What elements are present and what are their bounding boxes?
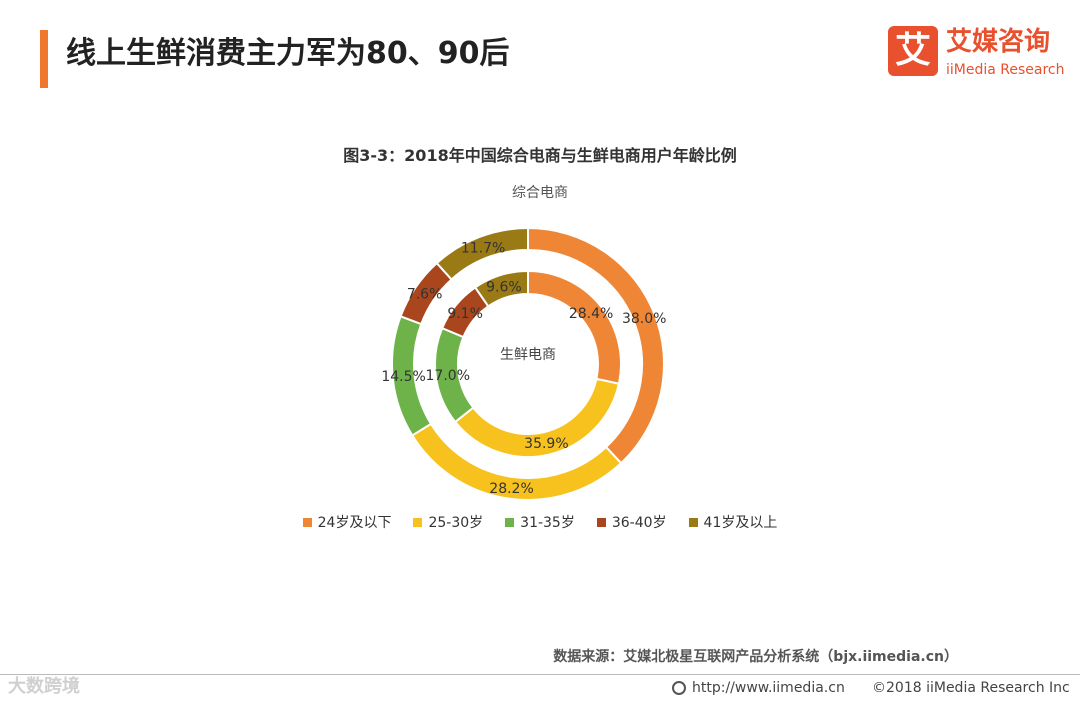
- slice-inner-4: [473, 269, 529, 308]
- slice-label-inner-4: 9.6%: [486, 280, 522, 296]
- legend-item-3: 36-40岁: [596, 512, 667, 532]
- slice-label-outer-3: 7.6%: [407, 287, 443, 303]
- slice-label-inner-0: 28.4%: [569, 306, 613, 322]
- slice-inner-0: [527, 269, 622, 385]
- logo-mark: 艾: [888, 26, 938, 76]
- legend-item-2: 31-35岁: [505, 512, 575, 532]
- footer-copyright: ©2018 iiMedia Research Inc: [872, 680, 1070, 696]
- globe-icon: [672, 681, 686, 695]
- iimedia-logo: 艾 艾媒咨询 iiMedia Research: [888, 24, 1068, 86]
- legend-label: 41岁及以上: [703, 515, 778, 531]
- footer-url[interactable]: http://www.iimedia.cn: [672, 680, 845, 696]
- title-accent-bar: [40, 30, 48, 88]
- legend-label: 25-30岁: [428, 515, 484, 531]
- slice-label-outer-2: 14.5%: [381, 369, 425, 385]
- legend-label: 36-40岁: [611, 515, 667, 531]
- legend-item-0: 24岁及以下: [302, 512, 392, 532]
- inner-ring-label: 生鲜电商: [500, 347, 556, 363]
- slice-label-inner-1: 35.9%: [524, 436, 568, 452]
- slice-label-inner-3: 9.1%: [447, 306, 483, 322]
- legend-label: 24岁及以下: [317, 515, 392, 531]
- slice-label-outer-4: 11.7%: [461, 240, 505, 256]
- chart-title: 图3-3：2018年中国综合电商与生鲜电商用户年龄比例: [343, 146, 737, 165]
- data-source: 数据来源：艾媒北极星互联网产品分析系统（bjx.iimedia.cn）: [553, 649, 958, 665]
- legend-swatch: [688, 517, 698, 527]
- chart-legend: 24岁及以下 25-30岁 31-35岁 36-40岁 41岁及以上: [0, 512, 1080, 532]
- logo-name-en: iiMedia Research: [946, 62, 1065, 78]
- footer-url-text: http://www.iimedia.cn: [692, 680, 845, 696]
- legend-swatch: [413, 517, 423, 527]
- legend-item-4: 41岁及以上: [688, 512, 778, 532]
- footer-divider: [0, 674, 1080, 675]
- slice-outer-4: [435, 226, 529, 281]
- outer-ring-label: 综合电商: [512, 185, 568, 201]
- logo-name-cn: 艾媒咨询: [946, 27, 1051, 57]
- legend-swatch: [596, 517, 606, 527]
- slice-label-inner-2: 17.0%: [426, 368, 470, 384]
- watermark: 大数跨境: [8, 676, 80, 697]
- legend-item-1: 25-30岁: [413, 512, 483, 532]
- legend-swatch: [505, 517, 515, 527]
- slice-label-outer-0: 38.0%: [622, 311, 666, 327]
- page-title: 线上生鲜消费主力军为80、90后: [66, 36, 510, 71]
- legend-label: 31-35岁: [520, 515, 575, 531]
- legend-swatch: [302, 517, 312, 527]
- slice-label-outer-1: 28.2%: [489, 481, 533, 497]
